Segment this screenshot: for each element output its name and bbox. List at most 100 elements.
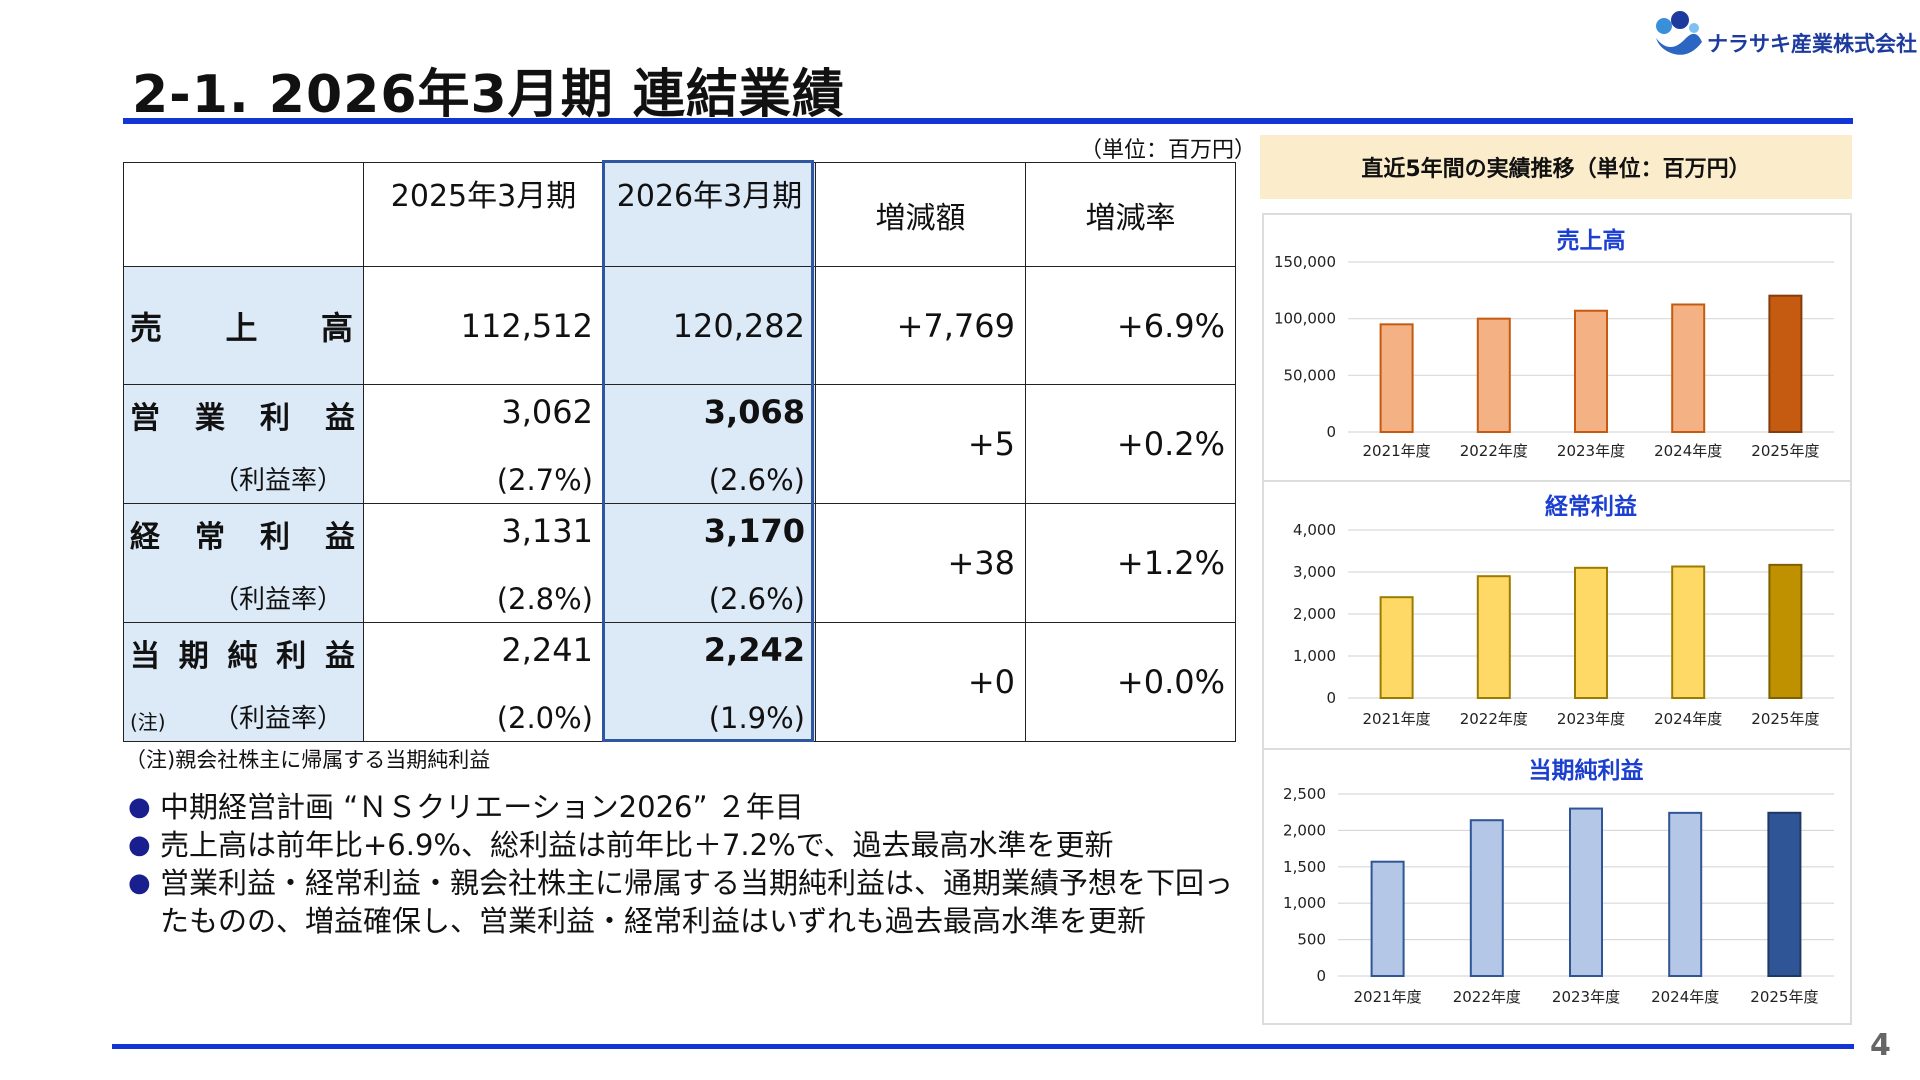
x-tick-label: 2024年度: [1651, 988, 1719, 1006]
op-cur-cell: 3,068 (2.6%): [604, 385, 816, 504]
chart-title: 当期純利益: [1529, 757, 1644, 784]
note-marker: (注): [130, 706, 166, 735]
charts-header: 直近5年間の実績推移（単位：百万円）: [1260, 135, 1852, 199]
bar: [1672, 304, 1704, 432]
footer-divider: [112, 1044, 1854, 1049]
y-tick-label: 3,000: [1293, 563, 1336, 581]
ord-cur: 3,170: [604, 512, 805, 550]
y-tick-label: 0: [1316, 967, 1326, 985]
y-tick-label: 2,000: [1283, 821, 1326, 839]
op-cur-ratio: (2.6%): [604, 463, 805, 497]
label-char: 利: [260, 393, 290, 437]
chart-divider: [1262, 480, 1852, 482]
label-char: 高: [321, 303, 353, 349]
chart-title: 売上高: [1557, 227, 1626, 254]
bullet-item: ● 中期経営計画 “ＮＳクリエーション2026” ２年目: [128, 788, 1248, 826]
net-prev: 2,241: [364, 631, 593, 669]
net-cur-ratio: (1.9%): [604, 701, 805, 735]
label-char: 純: [228, 631, 258, 675]
net-prev-cell: 2,241 (2.0%): [364, 623, 604, 742]
label-char: 営: [130, 393, 160, 437]
ord-prev: 3,131: [364, 512, 593, 550]
row-label-net-income: 当 期 純 利 益 (注) （利益率）: [124, 623, 364, 742]
company-logo: ナラサキ産業株式会社: [1650, 8, 1910, 60]
table-row-operating-profit: 営 業 利 益 （利益率） 3,062 (2.7%) 3,068 (2.6%) …: [124, 385, 1236, 504]
x-tick-label: 2021年度: [1363, 710, 1431, 728]
summary-bullets: ● 中期経営計画 “ＮＳクリエーション2026” ２年目 ● 売上高は前年比+6…: [128, 788, 1248, 940]
ord-diff: +38: [816, 504, 1026, 623]
y-tick-label: 0: [1326, 689, 1336, 707]
x-tick-label: 2023年度: [1557, 442, 1625, 460]
x-tick-label: 2025年度: [1751, 710, 1819, 728]
y-tick-label: 100,000: [1274, 310, 1336, 328]
label-char: 益: [325, 512, 355, 556]
y-tick-label: 1,500: [1283, 858, 1326, 876]
header-empty: [124, 163, 364, 267]
bar: [1381, 324, 1413, 432]
title-divider: [123, 118, 1853, 124]
bar: [1478, 576, 1510, 698]
label-char: 利: [276, 631, 306, 675]
bar: [1575, 568, 1607, 698]
header-cur-year: 2026年3月期: [604, 163, 816, 267]
net-prev-ratio: (2.0%): [364, 701, 593, 735]
op-rate: +0.2%: [1026, 385, 1236, 504]
bar: [1570, 809, 1602, 976]
x-tick-label: 2025年度: [1751, 442, 1819, 460]
table-row-net-income: 当 期 純 利 益 (注) （利益率） 2,241 (2.0%) 2,242: [124, 623, 1236, 742]
label-char: 業: [195, 393, 225, 437]
bullet-icon: ●: [128, 864, 160, 940]
bullet-text: 売上高は前年比+6.9%、総利益は前年比＋7.2%で、過去最高水準を更新: [160, 826, 1248, 864]
row-label-ordinary-profit: 経 常 利 益 （利益率）: [124, 504, 364, 623]
x-tick-label: 2024年度: [1654, 710, 1722, 728]
margin-label: （利益率）: [130, 579, 357, 616]
x-tick-label: 2025年度: [1750, 988, 1818, 1006]
ord-cur-ratio: (2.6%): [604, 582, 805, 616]
row-label-sales: 売 上 高: [124, 267, 364, 385]
label-char: 益: [325, 631, 355, 675]
label-char: 常: [195, 512, 225, 556]
label-char: 売: [130, 303, 162, 349]
chart-title: 経常利益: [1545, 493, 1637, 520]
table-row-sales: 売 上 高 112,512 120,282 +7,769 +6.9%: [124, 267, 1236, 385]
x-tick-label: 2022年度: [1453, 988, 1521, 1006]
margin-label-text: （利益率）: [213, 704, 343, 734]
bar: [1768, 813, 1800, 976]
y-tick-label: 1,000: [1283, 894, 1326, 912]
net-cur: 2,242: [604, 631, 805, 669]
page-number: 4: [1870, 1028, 1891, 1063]
ord-prev-ratio: (2.8%): [364, 582, 593, 616]
x-tick-label: 2023年度: [1552, 988, 1620, 1006]
label-char: 益: [325, 393, 355, 437]
bullet-item: ● 営業利益・経常利益・親会社株主に帰属する当期純利益は、通期業績予想を下回った…: [128, 864, 1248, 940]
margin-label: （利益率）: [130, 460, 357, 497]
chart-sales: 売上高 0 50,000 100,000 150,000 2021年度 2022年度 2023…: [1264, 216, 1850, 478]
sales-diff: +7,769: [816, 267, 1026, 385]
sales-prev: 112,512: [364, 267, 604, 385]
unit-note: （単位：百万円）: [1080, 132, 1256, 164]
op-diff: +5: [816, 385, 1026, 504]
op-prev-cell: 3,062 (2.7%): [364, 385, 604, 504]
y-tick-label: 150,000: [1274, 253, 1336, 271]
sales-rate: +6.9%: [1026, 267, 1236, 385]
page-title: 2-1. 2026年3月期 連結業績: [132, 52, 845, 127]
op-prev-ratio: (2.7%): [364, 463, 593, 497]
chart-divider: [1262, 748, 1852, 750]
net-rate: +0.0%: [1026, 623, 1236, 742]
y-tick-label: 500: [1297, 931, 1326, 949]
bullet-text: 中期経営計画 “ＮＳクリエーション2026” ２年目: [160, 788, 1248, 826]
table-header-row: 2025年3月期 2026年3月期 増減額 増減率: [124, 163, 1236, 267]
bar: [1478, 319, 1510, 432]
table-row-ordinary-profit: 経 常 利 益 （利益率） 3,131 (2.8%) 3,170 (2.6%) …: [124, 504, 1236, 623]
bar: [1669, 813, 1701, 976]
x-tick-label: 2022年度: [1460, 442, 1528, 460]
header-prev-year: 2025年3月期: [364, 163, 604, 267]
label-char: 利: [260, 512, 290, 556]
chart-net-income: 当期純利益 0 500 1,000 1,500 2,000 2,500 2021年度 2022年…: [1264, 752, 1850, 1022]
company-logo-icon: [1650, 8, 1710, 60]
bullet-item: ● 売上高は前年比+6.9%、総利益は前年比＋7.2%で、過去最高水準を更新: [128, 826, 1248, 864]
bullet-icon: ●: [128, 826, 160, 864]
row-label-operating-profit: 営 業 利 益 （利益率）: [124, 385, 364, 504]
x-tick-label: 2021年度: [1363, 442, 1431, 460]
label-char: 上: [225, 303, 257, 349]
